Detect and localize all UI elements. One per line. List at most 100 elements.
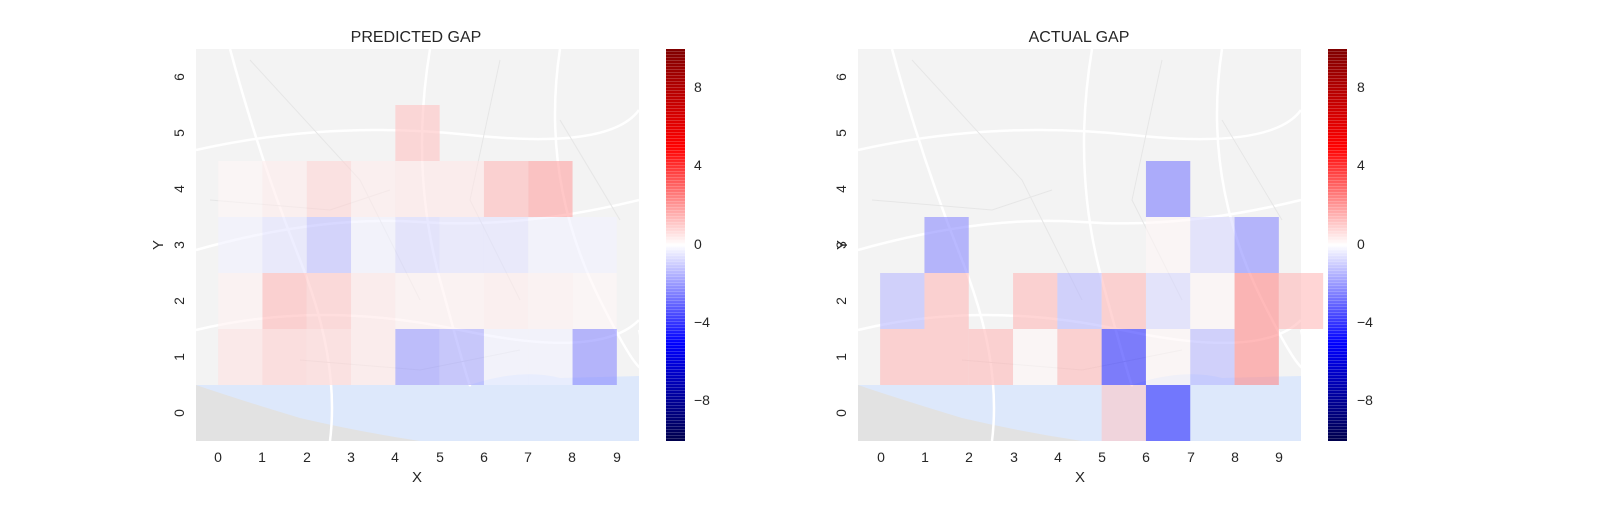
- heatmap-cell: [1234, 329, 1279, 385]
- heatmap-cell: [483, 161, 529, 217]
- heatmap-cell: [262, 273, 307, 329]
- heatmap-cell: [1234, 273, 1279, 329]
- x-axis-label: X: [412, 469, 422, 486]
- x-tick-label: 7: [524, 449, 532, 465]
- heatmap-cell: [306, 273, 352, 329]
- x-tick-label: 5: [436, 449, 444, 465]
- heatmap-cell: [218, 329, 263, 385]
- heatmap-cell: [1278, 273, 1324, 329]
- x-tick-label: 0: [214, 449, 222, 465]
- heatmap-cell: [1101, 329, 1146, 385]
- heatmap-cell: [880, 329, 925, 385]
- heatmap-cell: [218, 273, 263, 329]
- x-tick-label: 1: [921, 449, 929, 465]
- heatmap-cell: [1101, 273, 1146, 329]
- heatmap-cell: [262, 161, 307, 217]
- heatmap-cell: [572, 329, 617, 385]
- x-tick-label: 1: [258, 449, 266, 465]
- x-tick-label: 8: [1231, 449, 1239, 465]
- y-tick-label: 1: [833, 353, 849, 361]
- colorbar-tick-label: 8: [1357, 79, 1365, 95]
- heatmap-cell: [968, 329, 1014, 385]
- heatmap-cell: [351, 329, 396, 385]
- y-tick-label: 3: [833, 241, 849, 249]
- heatmap-cell: [439, 217, 484, 273]
- heatmap-cell: [1190, 329, 1235, 385]
- x-tick-label: 9: [1275, 449, 1283, 465]
- heatmap-cells: [880, 161, 1324, 441]
- heatmap-cell: [528, 273, 573, 329]
- y-tick-label: 0: [171, 409, 187, 417]
- heatmap-cell: [528, 161, 573, 217]
- heatmap-cell: [1101, 385, 1146, 441]
- x-tick-label: 0: [877, 449, 885, 465]
- y-tick-label: 1: [171, 353, 187, 361]
- y-tick-label: 6: [171, 73, 187, 81]
- heatmap-cell: [439, 273, 484, 329]
- heatmap-cell: [306, 329, 352, 385]
- y-tick-label: 2: [171, 297, 187, 305]
- colorbar-tick-label: −4: [1357, 314, 1373, 330]
- heatmap-cell: [483, 217, 529, 273]
- colorbar-tick-label: −8: [694, 392, 710, 408]
- heatmap-cell: [351, 161, 396, 217]
- colorbar-tick-label: 0: [694, 236, 702, 252]
- heatmap-cell: [924, 273, 969, 329]
- x-tick-label: 9: [613, 449, 621, 465]
- x-tick-label: 7: [1187, 449, 1195, 465]
- heatmap-cell: [483, 329, 529, 385]
- heatmap-cell: [351, 217, 396, 273]
- heatmap-cell: [395, 329, 440, 385]
- colorbar: 8 4 0 −4 −8: [1328, 49, 1373, 441]
- y-tick-label: 5: [833, 129, 849, 137]
- colorbar: 8 4 0 −4 −8: [666, 49, 710, 441]
- predicted-gap-panel: PREDICTED GAP: [150, 29, 710, 486]
- x-tick-label: 3: [347, 449, 355, 465]
- heatmap-cell: [1145, 161, 1191, 217]
- heatmap-cell: [395, 161, 440, 217]
- x-axis-label: X: [1075, 469, 1085, 486]
- heatmap-cell: [1057, 329, 1102, 385]
- y-tick-label: 3: [171, 241, 187, 249]
- heatmap-cell: [395, 105, 440, 161]
- x-tick-label: 5: [1098, 449, 1106, 465]
- heatmap-cell: [218, 161, 263, 217]
- x-tick-label: 6: [1142, 449, 1150, 465]
- x-tick-label: 8: [568, 449, 576, 465]
- heatmap-cell: [395, 273, 440, 329]
- heatmap-cell: [395, 217, 440, 273]
- colorbar-tick-label: 4: [694, 157, 702, 173]
- x-axis: 0 1 2 3 4 5 6 7 8 9 X: [214, 449, 621, 486]
- y-tick-label: 2: [833, 297, 849, 305]
- y-tick-label: 6: [833, 73, 849, 81]
- x-tick-label: 2: [303, 449, 311, 465]
- y-axis: 0 1 2 3 4 5 6 Y: [150, 73, 187, 417]
- colorbar-tick-label: −8: [1357, 392, 1373, 408]
- x-axis: 0 1 2 3 4 5 6 7 8 9 X: [877, 449, 1283, 486]
- heatmap-cell: [439, 161, 484, 217]
- heatmap-cell: [306, 161, 352, 217]
- heatmap-cell: [880, 273, 925, 329]
- colorbar-tick-label: −4: [694, 314, 710, 330]
- heatmap-cell: [439, 329, 484, 385]
- heatmap-cell: [218, 217, 263, 273]
- x-tick-label: 2: [965, 449, 973, 465]
- colorbar-tick-label: 4: [1357, 157, 1365, 173]
- heatmap-cell: [1013, 329, 1058, 385]
- heatmap-cells: [218, 105, 617, 385]
- heatmap-cell: [1013, 273, 1058, 329]
- heatmap-cell: [1190, 217, 1235, 273]
- y-tick-label: 4: [833, 185, 849, 193]
- actual-gap-panel: ACTUAL GAP: [833, 29, 1373, 486]
- colorbar-tick-label: 8: [694, 79, 702, 95]
- x-tick-label: 4: [1054, 449, 1062, 465]
- heatmap-cell: [1057, 273, 1102, 329]
- y-tick-label: 5: [171, 129, 187, 137]
- heatmap-cell: [572, 273, 617, 329]
- heatmap-cell: [572, 217, 617, 273]
- heatmap-cell: [1234, 217, 1279, 273]
- chart-title: ACTUAL GAP: [1029, 29, 1130, 46]
- heatmap-cell: [1145, 217, 1191, 273]
- heatmap-cell: [483, 273, 529, 329]
- y-tick-label: 0: [833, 409, 849, 417]
